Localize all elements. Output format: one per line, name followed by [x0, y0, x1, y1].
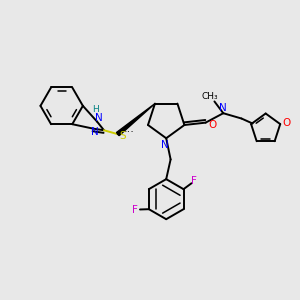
Text: N: N — [91, 127, 99, 137]
Text: N: N — [161, 140, 169, 150]
Text: H: H — [92, 105, 99, 114]
Text: N: N — [95, 113, 103, 123]
Text: CH₃: CH₃ — [201, 92, 218, 101]
Text: O: O — [208, 120, 217, 130]
Text: F: F — [132, 205, 138, 215]
Polygon shape — [116, 103, 155, 136]
Text: ···: ··· — [124, 127, 135, 137]
Text: N: N — [219, 103, 226, 113]
Text: S: S — [120, 130, 126, 140]
Text: O: O — [282, 118, 290, 128]
Text: F: F — [191, 176, 197, 186]
